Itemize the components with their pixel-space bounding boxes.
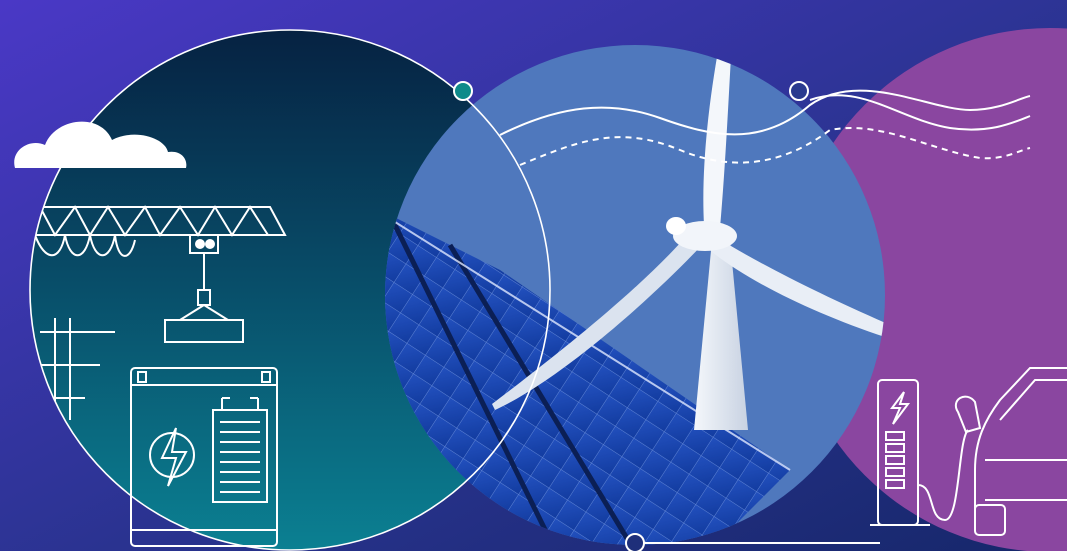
- ev-charging-panel: [788, 28, 1067, 551]
- cloud-icon: [14, 121, 187, 168]
- node-teal: [453, 81, 473, 101]
- car-icon: [974, 367, 1067, 536]
- battery-icon: [130, 367, 278, 547]
- connection-nodes: [453, 81, 880, 551]
- wind-turbine-icon: [492, 45, 885, 430]
- wave-lines-icon: [499, 89, 1031, 166]
- node-bottom: [625, 533, 645, 551]
- node-right: [789, 81, 809, 101]
- crane-icon: [30, 205, 287, 343]
- power-pole-icon: [40, 318, 115, 420]
- storage-line-art: [14, 121, 287, 547]
- solar-panel-icon: [385, 199, 791, 545]
- ev-charger-icon: [870, 379, 982, 526]
- renewables-panel: [29, 29, 885, 551]
- ev-line-art: [499, 89, 1067, 536]
